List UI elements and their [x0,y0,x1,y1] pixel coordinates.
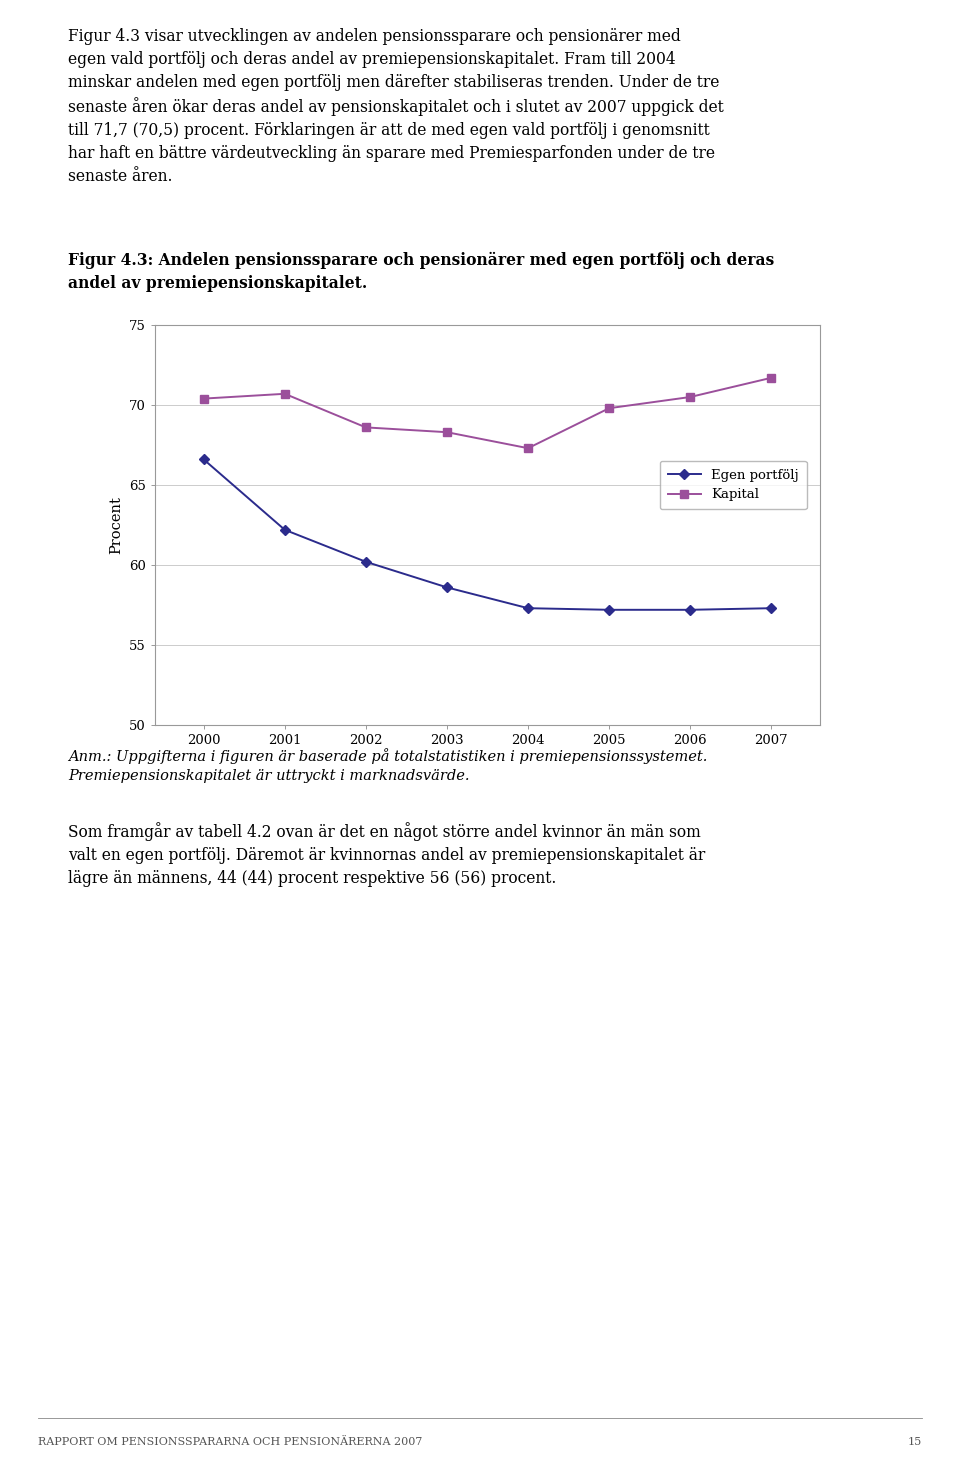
Egen portfölj [604,602,615,619]
Kapital [442,424,453,441]
Kapital [684,388,696,405]
Kapital [198,390,209,408]
Egen portfölj [198,450,209,468]
Y-axis label: Procent: Procent [109,495,124,554]
Text: Anm.: Uppgifterna i figuren är baserade på totalstatistiken i premiepensionssyst: Anm.: Uppgifterna i figuren är baserade … [68,747,708,782]
Kapital [765,369,777,386]
Kapital [604,399,615,417]
Egen portfölj [522,599,534,616]
Egen portfölj [684,602,696,619]
Text: 15: 15 [907,1437,922,1447]
Line: Kapital: Kapital [200,374,775,452]
Kapital [360,418,372,436]
Text: Som framgår av tabell 4.2 ovan är det en något större andel kvinnor än män som
v: Som framgår av tabell 4.2 ovan är det en… [68,822,706,887]
Egen portfölj [279,522,291,539]
Text: Figur 4.3: Andelen pensionssparare och pensionärer med egen portfölj och deras
a: Figur 4.3: Andelen pensionssparare och p… [68,252,775,291]
Line: Egen portfölj: Egen portfölj [200,456,775,613]
Egen portfölj [442,578,453,596]
Text: RAPPORT OM PENSIONSSPARARNA OCH PENSIONÄRERNA 2007: RAPPORT OM PENSIONSSPARARNA OCH PENSIONÄ… [38,1437,422,1447]
Egen portfölj [765,599,777,616]
Legend: Egen portfölj, Kapital: Egen portfölj, Kapital [660,460,806,508]
Kapital [279,385,291,402]
Egen portfölj [360,554,372,571]
Kapital [522,440,534,457]
Text: Figur 4.3 visar utvecklingen av andelen pensionssparare och pensionärer med
egen: Figur 4.3 visar utvecklingen av andelen … [68,28,724,185]
